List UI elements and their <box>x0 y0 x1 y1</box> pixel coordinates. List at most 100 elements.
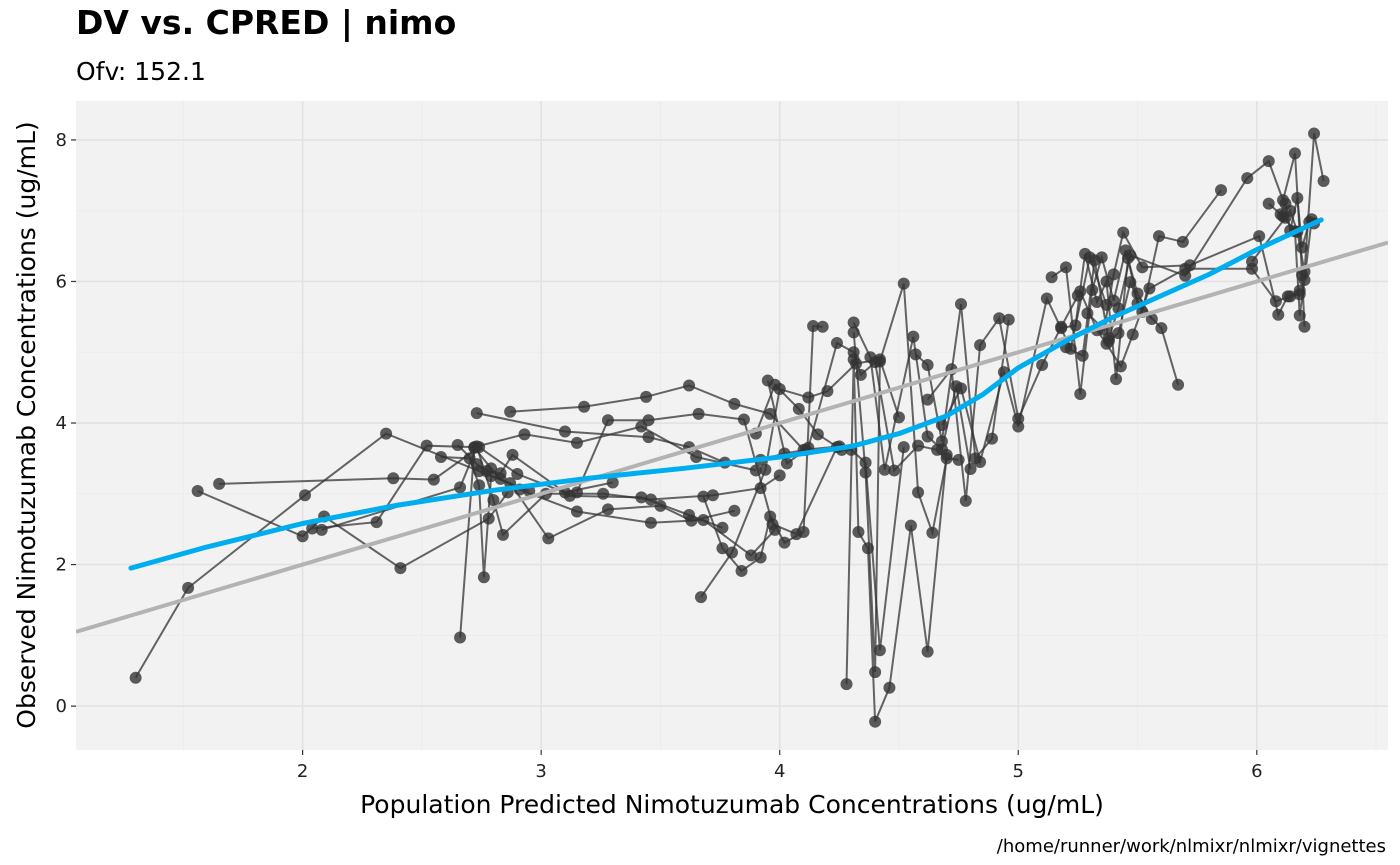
data-point <box>1088 254 1101 267</box>
data-point <box>921 393 934 406</box>
data-point <box>840 678 853 691</box>
chart-subtitle: Ofv: 152.1 <box>76 57 206 86</box>
data-point <box>1110 373 1123 386</box>
data-point <box>821 385 834 398</box>
data-point <box>427 473 440 486</box>
data-point <box>1179 269 1192 282</box>
data-point <box>921 645 934 658</box>
data-point <box>1081 307 1094 320</box>
data-point <box>952 453 965 466</box>
data-point <box>1074 285 1087 298</box>
data-point <box>926 526 939 539</box>
data-point <box>1281 290 1294 303</box>
data-point <box>601 414 614 427</box>
data-point <box>697 490 710 503</box>
data-point <box>847 326 860 339</box>
data-point <box>754 551 767 564</box>
data-point <box>1277 210 1290 223</box>
data-point <box>873 644 886 657</box>
data-point <box>1124 276 1137 289</box>
data-point <box>897 277 910 290</box>
data-point <box>380 427 393 440</box>
data-point <box>1317 174 1330 187</box>
data-point <box>1074 388 1087 401</box>
data-point <box>852 526 865 539</box>
data-point <box>487 494 500 507</box>
data-point <box>764 407 777 420</box>
data-point <box>1086 283 1099 296</box>
data-point <box>974 455 987 468</box>
data-point <box>1298 274 1311 287</box>
data-point <box>394 562 407 575</box>
data-point <box>1176 235 1189 248</box>
data-point <box>864 351 877 364</box>
data-point <box>1055 322 1068 335</box>
data-point <box>635 491 648 504</box>
data-point <box>754 482 767 495</box>
data-point <box>869 715 882 728</box>
x-tick-label: 3 <box>535 761 546 782</box>
data-point <box>506 448 519 461</box>
data-point <box>370 516 383 529</box>
data-point <box>859 466 872 479</box>
data-point <box>1002 313 1015 326</box>
data-point <box>1253 230 1266 243</box>
data-point <box>745 549 758 562</box>
data-point <box>129 671 142 684</box>
data-point <box>909 348 922 361</box>
data-point <box>451 438 464 451</box>
data-point <box>1155 322 1168 335</box>
data-point <box>1131 287 1144 300</box>
data-point <box>1262 155 1275 168</box>
data-point <box>935 419 948 432</box>
data-point <box>570 436 583 449</box>
y-axis-title: Observed Nimotuzumab Concentrations (ug/… <box>12 121 41 728</box>
data-point <box>993 312 1006 325</box>
data-point <box>1012 420 1025 433</box>
data-point <box>191 484 204 497</box>
y-tick-label: 4 <box>56 413 67 434</box>
smooth-trend-line <box>128 217 1324 571</box>
data-point <box>802 391 815 404</box>
data-point <box>726 546 738 559</box>
data-point <box>735 564 748 577</box>
data-point <box>654 499 667 512</box>
data-point <box>869 666 882 679</box>
data-point <box>306 522 319 535</box>
data-point <box>974 339 987 352</box>
data-point <box>606 476 619 489</box>
data-point <box>816 320 829 333</box>
data-point <box>504 405 517 418</box>
data-point <box>570 505 583 518</box>
data-point <box>1114 360 1127 373</box>
data-point <box>1172 378 1185 391</box>
data-point <box>1184 259 1197 272</box>
data-point <box>921 358 934 371</box>
data-point <box>878 463 891 476</box>
data-point <box>496 528 509 541</box>
x-axis-title: Population Predicted Nimotuzumab Concent… <box>360 790 1104 819</box>
data-point <box>986 432 999 445</box>
data-point <box>640 390 653 403</box>
data-point <box>1124 249 1137 262</box>
data-point <box>1262 197 1275 210</box>
data-point <box>716 542 729 555</box>
data-point <box>737 413 750 426</box>
data-point <box>1040 292 1053 305</box>
data-point <box>706 489 719 502</box>
chart-caption: /home/runner/work/nlmixr/nlmixr/vignette… <box>997 836 1386 857</box>
data-point <box>1059 261 1072 274</box>
data-point <box>1269 295 1282 308</box>
data-point <box>1308 127 1321 140</box>
data-point <box>454 631 467 644</box>
data-point <box>470 407 483 420</box>
data-point <box>1215 184 1228 197</box>
data-point <box>792 402 805 415</box>
data-point <box>912 439 925 452</box>
y-tick-label: 2 <box>56 555 67 576</box>
data-point <box>299 489 312 502</box>
data-point <box>1246 255 1259 268</box>
data-point <box>959 494 972 507</box>
data-point <box>904 519 917 532</box>
